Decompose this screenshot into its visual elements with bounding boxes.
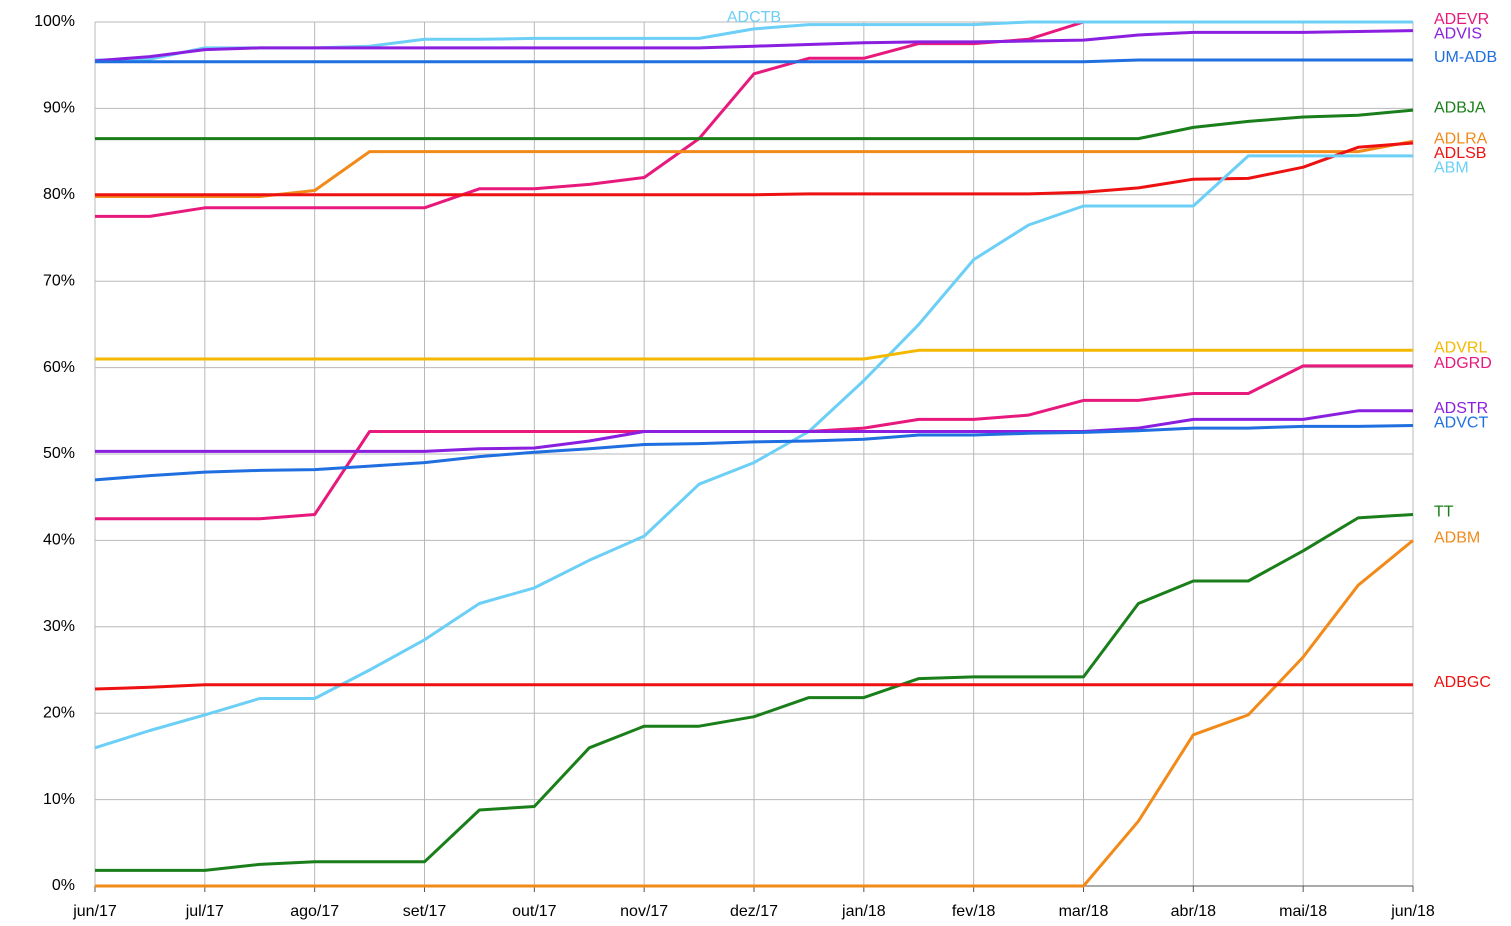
- series-line: [94, 154, 1413, 750]
- series-line: [95, 108, 1414, 141]
- y-tick-label: 20%: [43, 704, 75, 721]
- series-line: [95, 513, 1414, 872]
- x-tick-label: jun/17: [72, 903, 117, 920]
- y-tick-label: 90%: [43, 100, 75, 117]
- series-label: UM-ADB: [1434, 49, 1497, 66]
- x-tick-label: ago/17: [290, 903, 339, 920]
- series-label: ADCTB: [727, 9, 781, 26]
- y-tick-label: 0%: [52, 877, 75, 894]
- x-tick-label: jul/17: [185, 903, 224, 920]
- series-label: TT: [1434, 504, 1454, 521]
- series-line: [95, 141, 1414, 197]
- series-line: [94, 424, 1414, 482]
- x-tick-label: nov/17: [620, 903, 668, 920]
- x-tick-label: jun/18: [1390, 903, 1435, 920]
- series-label: ABM: [1434, 159, 1469, 176]
- x-tick-label: fev/18: [952, 903, 996, 920]
- series-label: ADBJA: [1434, 99, 1486, 116]
- x-tick-label: out/17: [512, 903, 557, 920]
- series-label: ADVCT: [1434, 415, 1488, 432]
- y-tick-label: 60%: [43, 359, 75, 376]
- series-label: ADBGC: [1434, 674, 1491, 691]
- y-tick-label: 30%: [43, 618, 75, 635]
- x-tick-label: set/17: [403, 903, 447, 920]
- series-label: ADLRA: [1434, 130, 1488, 147]
- x-tick-label: abr/18: [1171, 903, 1216, 920]
- x-tick-label: jan/18: [841, 903, 886, 920]
- x-tick-label: mai/18: [1279, 903, 1327, 920]
- series-label: ADLSB: [1434, 145, 1486, 162]
- series-label: ADVRL: [1434, 340, 1487, 357]
- y-tick-label: 50%: [43, 445, 75, 462]
- series-line: [95, 348, 1413, 361]
- series-line: [95, 409, 1413, 453]
- x-tick-label: dez/17: [730, 903, 778, 920]
- series-line: [94, 29, 1414, 63]
- series-label: ADGRD: [1434, 355, 1492, 372]
- y-tick-label: 10%: [43, 791, 75, 808]
- series-line: [95, 139, 1414, 198]
- series-label: ADVIS: [1434, 26, 1482, 43]
- series-line: [95, 58, 1413, 64]
- series-label: ADSTR: [1434, 400, 1488, 417]
- y-tick-label: 70%: [43, 272, 75, 289]
- series-label: ADEVR: [1434, 11, 1489, 28]
- series-line: [94, 683, 1413, 691]
- y-tick-label: 40%: [43, 532, 75, 549]
- series-line: [95, 539, 1414, 888]
- series-label: ADBM: [1434, 530, 1480, 547]
- y-tick-label: 100%: [34, 13, 75, 30]
- x-tick-label: mar/18: [1059, 903, 1109, 920]
- y-tick-label: 80%: [43, 186, 75, 203]
